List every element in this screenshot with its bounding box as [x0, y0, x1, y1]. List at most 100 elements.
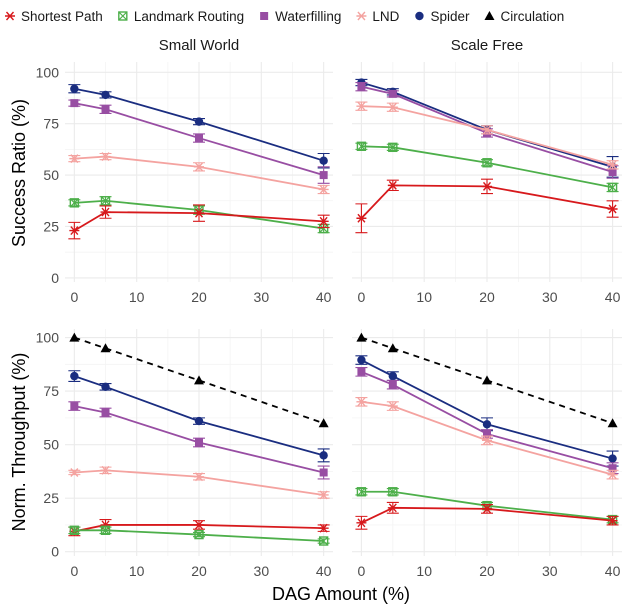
series-line-lnd: [74, 469, 324, 496]
data-point-circulation: [482, 375, 492, 385]
data-point-waterfilling: [388, 89, 397, 98]
data-point-landmark-routing-shape: [318, 536, 329, 546]
data-point-landmark-routing-cross: [388, 142, 398, 152]
y-tick-label: 75: [43, 383, 59, 399]
data-point-waterfilling-shape: [319, 468, 328, 477]
data-point-landmark-routing: [69, 525, 80, 536]
data-point-spider-shape: [388, 371, 398, 381]
data-point-spider-shape: [194, 117, 204, 126]
series-line-spider: [361, 81, 613, 168]
data-point-spider: [482, 420, 492, 429]
x-tick-label: 0: [70, 563, 78, 579]
data-point-lnd-shape: [387, 102, 398, 112]
data-point-spider-shape: [357, 355, 366, 365]
x-tick-label: 20: [479, 289, 495, 305]
data-point-shortest-path-shape: [607, 204, 618, 214]
series-waterfilling: [68, 401, 330, 480]
legend-label-spider: Spider: [430, 9, 470, 24]
series-waterfilling: [355, 366, 619, 475]
legend-marker-shortest-path: [5, 11, 15, 21]
data-point-landmark-routing: [100, 525, 111, 536]
data-point-landmark-routing-cross: [608, 182, 618, 192]
series-line-circulation: [74, 336, 324, 425]
data-point-lnd: [318, 490, 329, 500]
data-point-circulation: [194, 375, 204, 385]
series-line-spider: [361, 359, 613, 460]
legend-marker-spider-shape: [415, 11, 424, 21]
series-line-landmark-routing: [74, 199, 324, 230]
data-point-lnd-shape: [482, 435, 492, 445]
x-tick-label: 0: [358, 289, 366, 305]
x-tick-label: 10: [416, 289, 432, 305]
y-tick-label: 25: [43, 490, 59, 506]
data-point-landmark-routing-shape: [69, 525, 80, 536]
data-point-landmark-routing-shape: [482, 158, 492, 168]
series-lnd: [355, 396, 619, 480]
data-point-shortest-path: [194, 208, 204, 218]
x-tick-label: 30: [542, 563, 558, 579]
data-point-landmark-routing-shape: [607, 182, 618, 193]
data-point-spider-shape: [319, 451, 328, 460]
data-point-spider-shape: [194, 416, 204, 426]
data-point-shortest-path: [482, 504, 492, 514]
data-point-landmark-routing-cross: [69, 198, 79, 208]
data-point-waterfilling-shape: [195, 134, 203, 143]
x-axis-label: DAG Amount (%): [272, 584, 410, 604]
data-point-shortest-path-shape: [387, 180, 398, 190]
legend-label-shortest-path: Shortest Path: [21, 9, 103, 24]
data-point-waterfilling: [195, 438, 203, 447]
data-point-spider-shape: [70, 371, 79, 381]
data-point-landmark-routing-cross: [101, 525, 110, 535]
data-point-circulation-shape: [69, 332, 80, 342]
data-point-lnd-shape: [194, 472, 204, 482]
panel-norm-throughput--scale-free: 0 10 20 30 40: [352, 329, 622, 579]
series-line-landmark-routing: [361, 145, 613, 189]
data-point-landmark-routing-shape: [388, 487, 398, 497]
data-point-shortest-path-shape: [318, 216, 329, 226]
data-point-shortest-path-shape: [194, 520, 204, 530]
data-point-circulation-shape: [607, 418, 618, 428]
data-point-circulation: [69, 332, 80, 342]
data-point-circulation-shape: [482, 375, 492, 385]
y-tick-label: 25: [43, 218, 59, 234]
data-point-circulation: [387, 343, 398, 353]
data-point-spider: [608, 454, 617, 463]
data-point-shortest-path-shape: [318, 523, 329, 533]
data-point-landmark-routing: [388, 142, 398, 153]
panel-success-ratio--small-world: 0 10 20 30 40 0 25 50 75 100: [36, 62, 333, 305]
x-tick-label: 20: [479, 563, 495, 579]
data-point-spider: [319, 156, 328, 165]
data-point-spider: [357, 355, 366, 365]
y-axis-label-throughput: Norm. Throughput (%): [9, 353, 29, 532]
data-point-landmark-routing-cross: [356, 487, 366, 497]
data-point-landmark-routing-cross: [356, 141, 366, 151]
data-point-lnd-shape: [356, 101, 367, 111]
data-point-shortest-path: [387, 503, 398, 513]
data-point-waterfilling: [70, 99, 79, 108]
data-point-lnd-shape: [100, 465, 111, 475]
data-point-waterfilling: [70, 402, 79, 411]
data-point-waterfilling-shape: [388, 380, 397, 389]
data-point-landmark-routing-cross: [69, 525, 79, 535]
y-tick-label: 0: [51, 544, 59, 560]
y-tick-label: 75: [43, 116, 59, 132]
data-point-landmark-routing: [194, 529, 204, 540]
data-point-landmark-routing-cross: [319, 224, 329, 233]
data-point-spider-shape: [319, 156, 328, 165]
legend-item-lnd: LND: [356, 9, 400, 24]
data-point-waterfilling: [483, 429, 491, 438]
y-tick-label: 50: [43, 167, 59, 183]
data-point-circulation-shape: [100, 343, 111, 353]
data-point-shortest-path-shape: [387, 503, 398, 513]
data-point-circulation: [100, 343, 111, 353]
legend-marker-spider: [415, 11, 424, 21]
series-landmark-routing: [68, 525, 330, 546]
data-point-circulation: [356, 332, 367, 342]
data-point-lnd: [318, 185, 329, 194]
data-point-landmark-routing: [388, 487, 398, 497]
data-point-landmark-routing-shape: [388, 142, 398, 153]
data-point-circulation: [607, 418, 618, 428]
data-point-waterfilling-shape: [388, 89, 397, 98]
data-point-shortest-path-shape: [194, 208, 204, 218]
